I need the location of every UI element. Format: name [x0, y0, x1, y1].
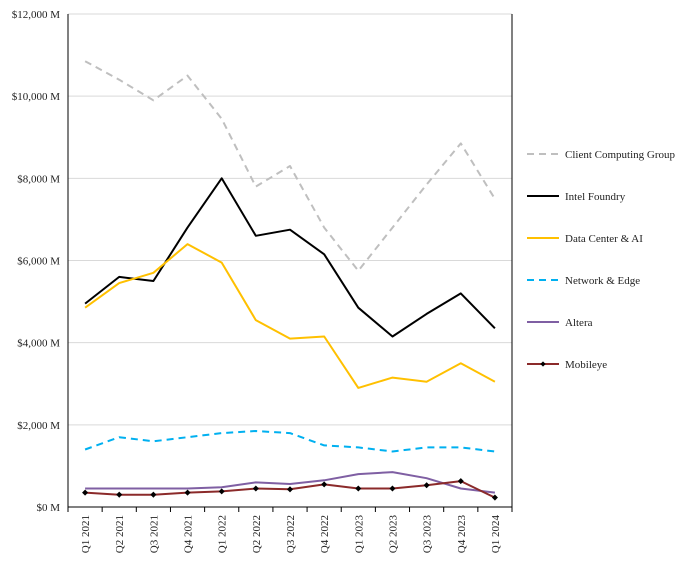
axes: [67, 14, 513, 512]
x-tick-label: Q4 2023: [456, 515, 468, 554]
x-tick-label: Q2 2022: [251, 515, 263, 553]
x-tick-label: Q1 2024: [490, 515, 502, 554]
data-point: [82, 489, 89, 496]
y-tick-label: $0 M: [36, 502, 60, 514]
data-point: [252, 485, 259, 492]
legend-label: Mobileye: [565, 359, 607, 371]
data-point: [286, 486, 294, 493]
legend-label: Client Computing Group: [565, 149, 676, 161]
x-tick-labels: Q1 2021 Q2 2021 Q3 2021 Q4 2021 Q1 2022 Q2 20…: [80, 515, 502, 554]
data-point: [423, 482, 430, 489]
series-line: [84, 177, 496, 338]
y-tick-label: $6,000 M: [17, 256, 60, 268]
series-lines: [82, 60, 498, 501]
x-tick-label: Q4 2021: [183, 515, 195, 553]
data-point: [321, 481, 328, 488]
y-tick-label: $4,000 M: [17, 338, 60, 350]
y-tick-label: $12,000 M: [12, 9, 61, 21]
data-point: [457, 478, 464, 485]
series-line: [84, 60, 496, 272]
series-line: [84, 243, 496, 389]
y-tick-label: $10,000 M: [12, 91, 61, 103]
x-tick-label: Q4 2022: [319, 515, 331, 553]
data-point: [355, 485, 362, 492]
legend-label: Altera: [565, 317, 593, 329]
x-tick-label: Q1 2022: [217, 515, 229, 553]
x-tick-label: Q1 2023: [353, 515, 365, 554]
x-tick-label: Q3 2022: [285, 515, 297, 553]
legend: Client Computing Group Intel Foundry Data …: [527, 149, 676, 371]
gridlines: [68, 13, 512, 426]
data-point: [116, 491, 123, 498]
x-tick-label: Q3 2021: [148, 515, 160, 553]
x-tick-label: Q2 2023: [387, 515, 399, 554]
series-line: [84, 430, 496, 453]
legend-label: Intel Foundry: [565, 191, 626, 203]
x-tick-label: Q3 2023: [422, 515, 434, 554]
legend-label: Network & Edge: [565, 275, 640, 287]
data-point: [218, 488, 225, 495]
data-point: [150, 491, 157, 498]
x-tick-label: Q2 2021: [114, 515, 126, 553]
y-tick-labels: $0 M $2,000 M $4,000 M $6,000 M $8,000 M $10,…: [12, 9, 61, 514]
data-point: [491, 494, 498, 501]
data-point: [184, 489, 191, 496]
y-tick-label: $8,000 M: [17, 173, 60, 185]
series-line: [85, 471, 496, 494]
legend-marker: [540, 361, 546, 367]
y-tick-label: $2,000 M: [17, 420, 60, 432]
data-point: [389, 485, 396, 492]
x-tick-label: Q1 2021: [80, 515, 92, 553]
legend-label: Data Center & AI: [565, 233, 643, 245]
